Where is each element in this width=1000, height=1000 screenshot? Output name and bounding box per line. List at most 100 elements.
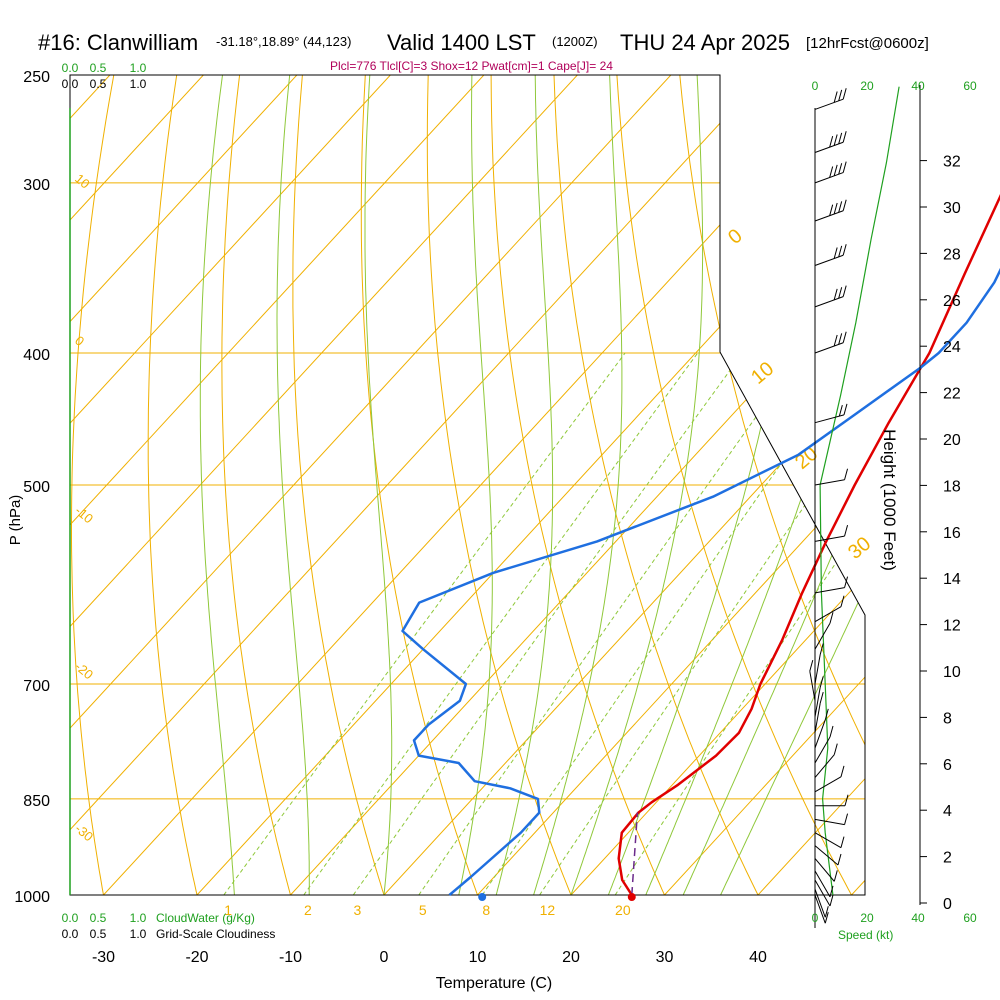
mixing-ratio-label: 20: [615, 902, 631, 918]
isotherm-label: 10: [747, 358, 778, 389]
top-cloudiness-scale-label: 0.5: [90, 77, 107, 91]
mixing-ratio-label: 1: [224, 902, 232, 918]
wind-barb: [809, 660, 816, 701]
moist-adiabat-line: [364, 75, 393, 895]
wind-barb: [814, 199, 847, 222]
wind-column: [809, 86, 900, 928]
height-tick-label: 20: [943, 432, 961, 449]
wind-barb: [814, 743, 838, 778]
height-tick-label: 0: [943, 896, 952, 913]
cloudwater-scale-label: 0.5: [90, 911, 107, 925]
isotherm-label: 30: [844, 533, 875, 564]
dry-adiabat-label: 0: [72, 333, 87, 349]
mixing-ratio-line: [303, 352, 699, 895]
temperature-tick-label: -30: [92, 949, 115, 966]
isotherm-line: [851, 75, 865, 895]
x-axis-title: Temperature (C): [436, 975, 552, 992]
surface-dewpoint-marker: [478, 893, 487, 901]
isotherm-line: [290, 75, 865, 895]
moist-adiabat-line: [495, 75, 554, 895]
height-tick-label: 32: [943, 154, 961, 171]
surface-temperature-marker: [627, 893, 636, 901]
height-tick-label: 6: [943, 757, 952, 774]
wind-barb: [814, 870, 834, 898]
top-cloudiness-scale-label: 0.0: [62, 77, 79, 91]
dry-adiabat-line: [552, 75, 774, 895]
dry-adiabat-line: [426, 75, 584, 895]
mixing-ratio-line: [223, 352, 626, 895]
temperature-tick-label: -20: [185, 949, 208, 966]
mixing-ratio-line: [614, 352, 865, 895]
wind-speed-scale-top: 20: [860, 79, 874, 93]
cloudwater-scale-label: 1.0: [130, 911, 147, 925]
moist-adiabat-line: [199, 75, 244, 895]
y-axis-title: P (hPa): [7, 495, 24, 546]
pressure-tick-label: 850: [23, 793, 50, 810]
wind-barb: [814, 468, 849, 486]
wind-barb: [814, 403, 848, 424]
isotherm-line: [664, 75, 865, 895]
wind-speed-profile: [819, 86, 900, 896]
isotherm-line: [70, 75, 717, 895]
pressure-tick-label: 250: [23, 69, 50, 86]
wind-barb: [814, 725, 834, 764]
wind-speed-legend-label: Speed (kt): [838, 928, 893, 942]
title-fcst: [12hrFcst@0600z]: [806, 35, 929, 52]
height-tick-label: 2: [943, 850, 952, 867]
height-tick-label: 16: [943, 525, 961, 542]
wind-speed-scale-top: 0: [812, 79, 819, 93]
height-tick-label: 30: [943, 200, 961, 217]
height-tick-label: 14: [943, 571, 961, 588]
cloudiness-scale-label: 1.0: [130, 927, 147, 941]
height-tick-label: 4: [943, 803, 952, 820]
dry-adiabat-line: [360, 75, 489, 895]
pressure-tick-label: 700: [23, 678, 50, 695]
height-tick-label: 26: [943, 293, 961, 310]
moist-adiabat-line: [276, 75, 310, 895]
wind-speed-scale-top: 60: [963, 79, 977, 93]
params-line: Plcl=776 Tlcl[C]=3 Shox=12 Pwat[cm]=1 Ca…: [330, 59, 613, 73]
mixing-ratio-line: [352, 352, 744, 895]
wind-barb: [814, 832, 845, 849]
wind-barb: [814, 612, 834, 650]
isotherm-label: 0: [724, 225, 747, 249]
wind-speed-scale-bottom: 20: [860, 911, 874, 925]
dry-adiabat-line: [147, 75, 205, 895]
dewpoint-trace: [401, 267, 1000, 896]
mixing-ratio-label: 8: [482, 902, 490, 918]
sounding-traces: [401, 193, 1000, 901]
isotherm-line: [70, 75, 250, 895]
dry-adiabat-line: [855, 75, 865, 895]
pressure-tick-label: 300: [23, 177, 50, 194]
pressure-tick-label: 500: [23, 479, 50, 496]
dry-adiabat-line: [917, 0, 1000, 924]
wind-barb: [814, 845, 842, 866]
wind-barb: [814, 765, 845, 793]
wind-barb: [814, 888, 829, 918]
moist-adiabat-line: [607, 75, 798, 895]
temperature-tick-label: 20: [562, 949, 580, 966]
mixing-ratio-label: 12: [540, 902, 556, 918]
wind-barb: [814, 576, 849, 594]
title-date: THU 24 Apr 2025: [620, 30, 790, 55]
dry-adiabat-line: [613, 75, 865, 895]
isotherm-line: [570, 75, 865, 895]
wind-speed-scale-bottom: 0: [812, 911, 819, 925]
title-valid: Valid 1400 LST: [387, 30, 536, 55]
wind-barb: [814, 879, 834, 907]
wind-speed-scale-bottom: 60: [963, 911, 977, 925]
isotherm-line: [70, 75, 437, 895]
temperature-tick-label: 40: [749, 949, 767, 966]
dry-adiabat-line: [673, 75, 865, 895]
background-lines: [70, 0, 1000, 924]
wind-speed-scale-bottom: 40: [911, 911, 925, 925]
dry-adiabat-line: [490, 75, 679, 895]
dry-adiabat-line: [292, 75, 394, 895]
wind-speed-scale-top: 40: [911, 79, 925, 93]
wind-barb: [814, 131, 847, 153]
legends: 0.0 0.5 1.0 0.0 0.5 1.0 0.0 0.5 1.0 CloudWater (g…: [62, 61, 977, 942]
cloudwater-scale-label: 0.0: [62, 911, 79, 925]
title-utc: (1200Z): [552, 34, 598, 49]
